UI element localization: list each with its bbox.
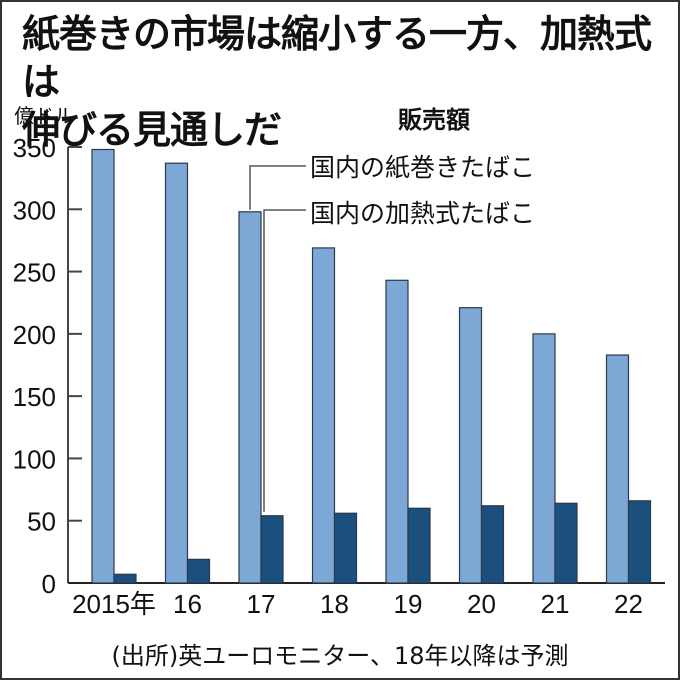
x-tick-label: 17 (247, 589, 276, 619)
y-tick-label: 300 (13, 195, 56, 225)
y-tick-label: 100 (13, 444, 56, 474)
y-tick-label: 350 (13, 133, 56, 163)
bar-heated (627, 500, 652, 584)
bar-heated (260, 515, 284, 584)
title-line-1: 紙巻きの市場は縮小する一方、加熱式は (22, 12, 652, 104)
bar-heated (554, 502, 578, 584)
legend-label-heated: 国内の加熱式たばこ (310, 199, 536, 228)
legend-title: 販売額 (398, 106, 470, 134)
x-tick-label: 21 (541, 589, 570, 619)
x-tick-label: 19 (394, 589, 423, 619)
y-tick-label: 200 (13, 320, 56, 350)
x-tick-label: 16 (173, 589, 202, 619)
x-tick-label: 18 (320, 589, 349, 619)
y-tick-label: 150 (13, 382, 56, 412)
chart-title: 紙巻きの市場は縮小する一方、加熱式は 伸びる見通しだ (22, 10, 662, 154)
legend-label-cigarettes: 国内の紙巻きたばこ (310, 153, 536, 182)
bar-cigarettes (238, 211, 262, 584)
x-tick-label: 20 (467, 589, 496, 619)
bar-heated (333, 512, 358, 584)
y-tick-label: 250 (13, 258, 56, 288)
bar-cigarettes (532, 333, 556, 584)
y-axis-unit: 億ドル (14, 104, 74, 128)
x-tick-label: 22 (614, 589, 643, 619)
y-tick-label: 0 (42, 569, 56, 599)
bar-cigarettes (605, 354, 630, 584)
legend-leader-heated (263, 209, 306, 512)
bar-cigarettes (458, 307, 483, 584)
bar-cigarettes (385, 279, 409, 584)
y-tick-label: 50 (27, 507, 56, 537)
source-note: (出所)英ユーロモニター、18年以降は予測 (111, 642, 569, 670)
bar-heated (480, 505, 505, 584)
bar-heated (113, 573, 137, 584)
bar-cigarettes (164, 162, 189, 584)
legend-leader-cigarettes (249, 165, 306, 210)
bar-cigarettes (91, 148, 115, 584)
bar-heated (407, 507, 431, 584)
bar-heated (186, 558, 211, 584)
title-line-2: 伸びる見通しだ (22, 108, 282, 152)
x-tick-label: 2015年 (72, 589, 156, 619)
bar-cigarettes (311, 247, 336, 584)
